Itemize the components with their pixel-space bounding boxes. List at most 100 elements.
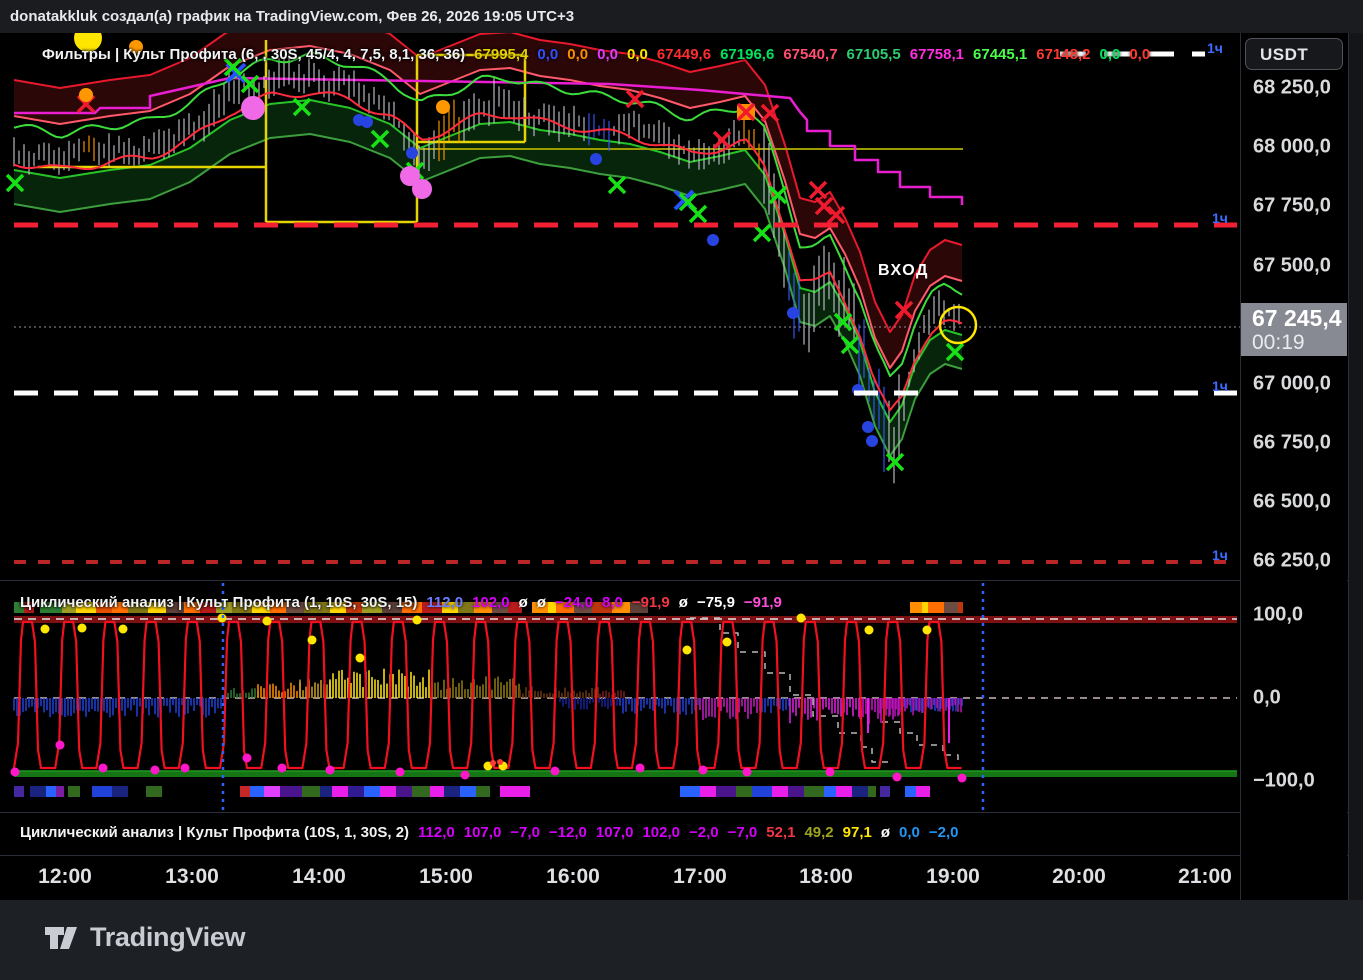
time-tick: 18:00: [799, 865, 853, 888]
cycle-top-dot: [355, 653, 365, 663]
cycle-bottom-dot: [55, 740, 65, 750]
signal-strip-block: [332, 786, 348, 797]
cycle-top-dot: [412, 615, 422, 625]
oscillator-pane: [10, 583, 1237, 810]
price-tick: −100,0: [1253, 769, 1315, 792]
price-levels[interactable]: [14, 51, 1240, 564]
indicator-row-main[interactable]: Фильтры | Культ Профита (6, , 30S, 45/4,…: [42, 46, 1150, 63]
cycle-top-dot: [922, 625, 932, 635]
price-tick: 66 250,0: [1253, 549, 1331, 572]
signal-strip-block: [958, 602, 963, 613]
indicator-value: −91,9: [743, 594, 782, 611]
signal-strip-block: [852, 786, 868, 797]
indicator-value: −7,0: [727, 824, 758, 841]
signal-strip-block: [112, 786, 128, 797]
overbought-band: [14, 616, 1237, 623]
indicator-value: −2,0: [928, 824, 959, 841]
entry-annotation[interactable]: ВХОД: [878, 262, 929, 279]
cycle-top-dot: [864, 625, 874, 635]
indicator-value: 52,1: [766, 824, 796, 841]
signal-strip-block: [14, 786, 24, 797]
orange-box-marker: [737, 104, 755, 120]
indicator-value: 102,0: [472, 594, 510, 611]
cycle-bottom-dot: [150, 765, 160, 775]
signal-strip-block: [240, 786, 250, 797]
indicator-row-bottom[interactable]: Циклический анализ | Культ Профита (10S,…: [20, 824, 959, 841]
indicator-value: 112,0: [426, 594, 464, 611]
cycle-top-dot: [483, 761, 493, 771]
indicator-value: 67995,4: [474, 46, 529, 63]
indicator-value: ø: [536, 594, 546, 611]
signal-strip-block: [700, 786, 716, 797]
signal-strip-block: [804, 786, 824, 797]
indicator-value: 67758,1: [909, 46, 965, 63]
indicator-value: 67148,2: [1036, 46, 1091, 63]
price-tick: 0,0: [1253, 686, 1281, 709]
signal-strip-block: [880, 786, 890, 797]
signal-strip-block: [146, 786, 162, 797]
signal-strip-block: [46, 786, 56, 797]
signal-strip-block: [30, 786, 46, 797]
lower-green-band: [14, 100, 962, 456]
signal-strip-block: [788, 786, 804, 797]
indicator-value: 67540,7: [783, 46, 838, 63]
level-timeframe-label: 1ч: [1212, 210, 1228, 226]
time-tick: 16:00: [546, 865, 600, 888]
indicator-value: ø: [678, 594, 688, 611]
cycle-top-dot: [498, 761, 508, 771]
indicator-value: −7,0: [510, 824, 540, 841]
indicator-value: 0,0: [1129, 46, 1151, 63]
pane-divider[interactable]: [0, 812, 1363, 813]
signal-strip-block: [264, 786, 280, 797]
blue-dot-marker: [590, 153, 602, 165]
cycle-bottom-dot: [825, 767, 835, 777]
cycle-top-dot: [722, 637, 732, 647]
price-tick: 67 000,0: [1253, 372, 1331, 395]
price-tick: 66 750,0: [1253, 431, 1331, 454]
blue-dot-marker: [406, 147, 418, 159]
main-pane: [5, 33, 965, 484]
cycle-bottom-dot: [10, 767, 20, 777]
time-axis[interactable]: 12:00 13:00 14:00 15:00 16:00 17:00 18:00 19:00…: [0, 856, 1240, 900]
cycle-bottom-dot: [957, 773, 967, 783]
signal-strip-block: [928, 602, 944, 613]
signal-strip-block: [736, 786, 752, 797]
indicator-value: 112,0: [418, 824, 455, 841]
signal-strip-block: [922, 602, 928, 613]
indicator-value: 49,2: [804, 824, 834, 841]
indicator-row-oscillator[interactable]: Циклический анализ | Культ Профита (1, 1…: [20, 594, 782, 611]
indicator-value: −12,0: [548, 824, 587, 841]
time-tick: 13:00: [165, 865, 219, 888]
indicator-value: 67449,6: [656, 46, 712, 63]
indicator-value: 97,1: [842, 824, 872, 841]
currency-button[interactable]: USDT: [1245, 38, 1343, 70]
attribution-bar: donatakkluk создал(а) график на TradingV…: [0, 0, 1363, 33]
tradingview-logo[interactable]: TradingView: [44, 922, 246, 953]
magenta-dot-marker: [241, 96, 265, 120]
signal-strip-block: [460, 786, 476, 797]
tradingview-logo-icon: [45, 926, 77, 949]
signal-strip-block: [364, 786, 380, 797]
signal-strip-block: [752, 786, 772, 797]
indicator-value: 0,0: [597, 46, 618, 63]
upper-red-band: [14, 33, 962, 368]
signal-strip-block: [396, 786, 412, 797]
level-timeframe-label: 1ч: [1212, 547, 1228, 563]
entry-circle-drawing[interactable]: [938, 305, 978, 345]
pane-divider[interactable]: [0, 580, 1363, 581]
indicator-values-oscillator: 112,0 102,0 ø ø −24,0 8,0 −91,9 ø −75,9 −91,9: [426, 594, 782, 611]
signal-strip-block: [772, 786, 788, 797]
signal-strip-block: [444, 786, 460, 797]
signal-strip-block: [430, 786, 444, 797]
indicator-value: 67196,6: [720, 46, 775, 63]
time-tick: 15:00: [419, 865, 473, 888]
price-tick: 68 250,0: [1253, 76, 1331, 99]
signal-strip-block: [302, 786, 320, 797]
cycle-top-dot: [682, 645, 692, 655]
signal-strip-block: [380, 786, 396, 797]
cycle-dot: [497, 759, 503, 765]
indicator-value: 0,0: [626, 46, 648, 63]
signal-strip-block: [412, 786, 430, 797]
price-axis[interactable]: USDT 67 245,4 00:19 68 250,0 68 000,0 67 7…: [1241, 33, 1347, 900]
